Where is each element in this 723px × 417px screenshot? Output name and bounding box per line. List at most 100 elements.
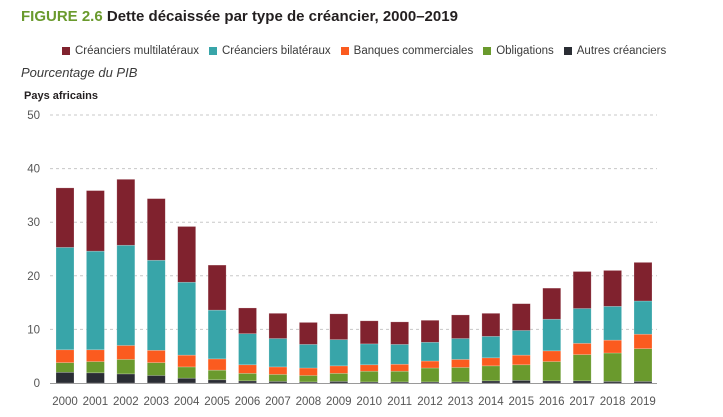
legend-label: Créanciers multilatéraux [75, 45, 199, 57]
y-axis-ticks: 0 10 20 30 40 50 [27, 110, 40, 390]
bar-stack-2007 [268, 313, 288, 384]
legend: Créanciers multilatéraux Créanciers bila… [62, 45, 666, 57]
bar-segment-multilateraux [542, 287, 562, 320]
bar-segment-banques [207, 358, 227, 371]
bar-stack-2016 [542, 287, 562, 384]
bar-segment-multilateraux [268, 313, 288, 339]
bar-segment-bilateraux [572, 308, 592, 344]
bar-segment-banques [329, 365, 349, 374]
bar-segment-obligations [329, 373, 349, 382]
y-tick-label: 20 [27, 271, 40, 283]
bar-stack-2018 [603, 270, 622, 384]
bar-stack-2003 [146, 198, 166, 384]
bar-segment-bilateraux [207, 309, 227, 360]
bar-segment-autres [238, 380, 257, 384]
legend-item-bilateraux: Créanciers bilatéraux [209, 45, 331, 57]
figure-label: FIGURE 2.6 [21, 8, 103, 25]
y-tick-label: 0 [34, 378, 40, 390]
x-tick-label: 2017 [569, 396, 595, 408]
figure-title-text: Dette décaissée par type de créancier, 2… [106, 8, 458, 25]
bar-segment-autres [146, 375, 166, 384]
bar-segment-autres [86, 372, 105, 384]
legend-item-obligations: Obligations [483, 45, 554, 57]
x-tick-label: 2010 [356, 396, 382, 408]
bar-segment-autres [542, 380, 562, 384]
bar-segment-bilateraux [86, 250, 105, 351]
bar-segment-banques [268, 366, 288, 375]
bar-segment-banques [572, 343, 592, 355]
legend-item-banques: Banques commerciales [340, 45, 474, 57]
gridlines [50, 114, 657, 330]
bar-segment-obligations [633, 348, 653, 382]
bar-segment-obligations [603, 352, 622, 382]
bar-stack-2014 [481, 313, 501, 384]
bar-segment-banques [55, 349, 75, 363]
bar-segment-multilateraux [86, 190, 105, 252]
bar-segment-multilateraux [633, 262, 653, 302]
bar-segment-multilateraux [420, 319, 440, 343]
bar-segment-banques [512, 354, 531, 366]
x-tick-label: 2015 [509, 396, 535, 408]
bar-segment-banques [116, 345, 136, 360]
bar-segment-bilateraux [116, 244, 136, 346]
y-tick-label: 30 [27, 217, 40, 229]
x-axis-ticks: 2000 2001 2002 2003 2004 2005 2006 2007 2008 2009… [52, 396, 656, 408]
bar-stack-2011 [390, 321, 409, 384]
bar-segment-autres [572, 380, 592, 384]
bar-segment-multilateraux [359, 320, 379, 345]
bars [55, 179, 653, 384]
bar-segment-bilateraux [420, 341, 440, 362]
bar-segment-obligations [116, 359, 136, 375]
x-tick-label: 2011 [387, 396, 412, 408]
x-tick-label: 2002 [113, 396, 139, 408]
bar-segment-bilateraux [512, 330, 531, 356]
bar-segment-bilateraux [329, 339, 349, 367]
bar-stack-2006 [238, 307, 257, 384]
bar-segment-obligations [268, 374, 288, 382]
bar-segment-bilateraux [146, 259, 166, 351]
bar-segment-multilateraux [116, 179, 136, 246]
bar-segment-obligations [481, 365, 501, 382]
bar-stack-2000 [55, 187, 75, 384]
x-tick-label: 2009 [326, 396, 352, 408]
bar-segment-autres [512, 380, 531, 384]
bar-segment-bilateraux [55, 247, 75, 351]
bar-segment-bilateraux [481, 336, 501, 359]
bar-segment-multilateraux [572, 271, 592, 309]
bar-segment-multilateraux [238, 307, 257, 334]
bar-segment-obligations [359, 370, 379, 383]
bar-segment-obligations [238, 373, 257, 382]
bar-segment-bilateraux [603, 306, 622, 341]
bar-segment-autres [481, 380, 501, 384]
x-tick-label: 2019 [630, 396, 656, 408]
bar-segment-bilateraux [633, 300, 653, 335]
bar-segment-autres [55, 371, 75, 384]
bar-segment-bilateraux [268, 338, 288, 368]
x-tick-label: 2007 [265, 396, 291, 408]
bar-stack-2017 [572, 271, 592, 384]
bar-segment-autres [116, 373, 136, 384]
bar-stack-2009 [329, 313, 349, 384]
bar-stack-2015 [512, 303, 531, 384]
bar-segment-banques [633, 333, 653, 349]
bar-stack-2012 [420, 319, 440, 384]
legend-item-autres: Autres créanciers [563, 45, 666, 57]
legend-label: Banques commerciales [353, 45, 474, 57]
x-tick-label: 2006 [235, 396, 261, 408]
bar-segment-multilateraux [329, 313, 349, 340]
x-tick-label: 2013 [448, 396, 474, 408]
bar-segment-banques [481, 357, 501, 367]
x-tick-label: 2004 [174, 396, 200, 408]
y-axis-unit-label: Pourcentage du PIB [21, 65, 138, 80]
bar-segment-bilateraux [359, 343, 379, 366]
bar-segment-obligations [299, 375, 318, 383]
x-tick-label: 2005 [204, 396, 230, 408]
legend-swatch-banques [340, 47, 349, 55]
bar-segment-obligations [177, 366, 196, 379]
bar-segment-banques [86, 349, 105, 362]
bar-segment-banques [420, 360, 440, 369]
panel-label: Pays africains [24, 90, 98, 102]
bar-stack-2002 [116, 179, 136, 384]
bar-segment-multilateraux [512, 303, 531, 331]
